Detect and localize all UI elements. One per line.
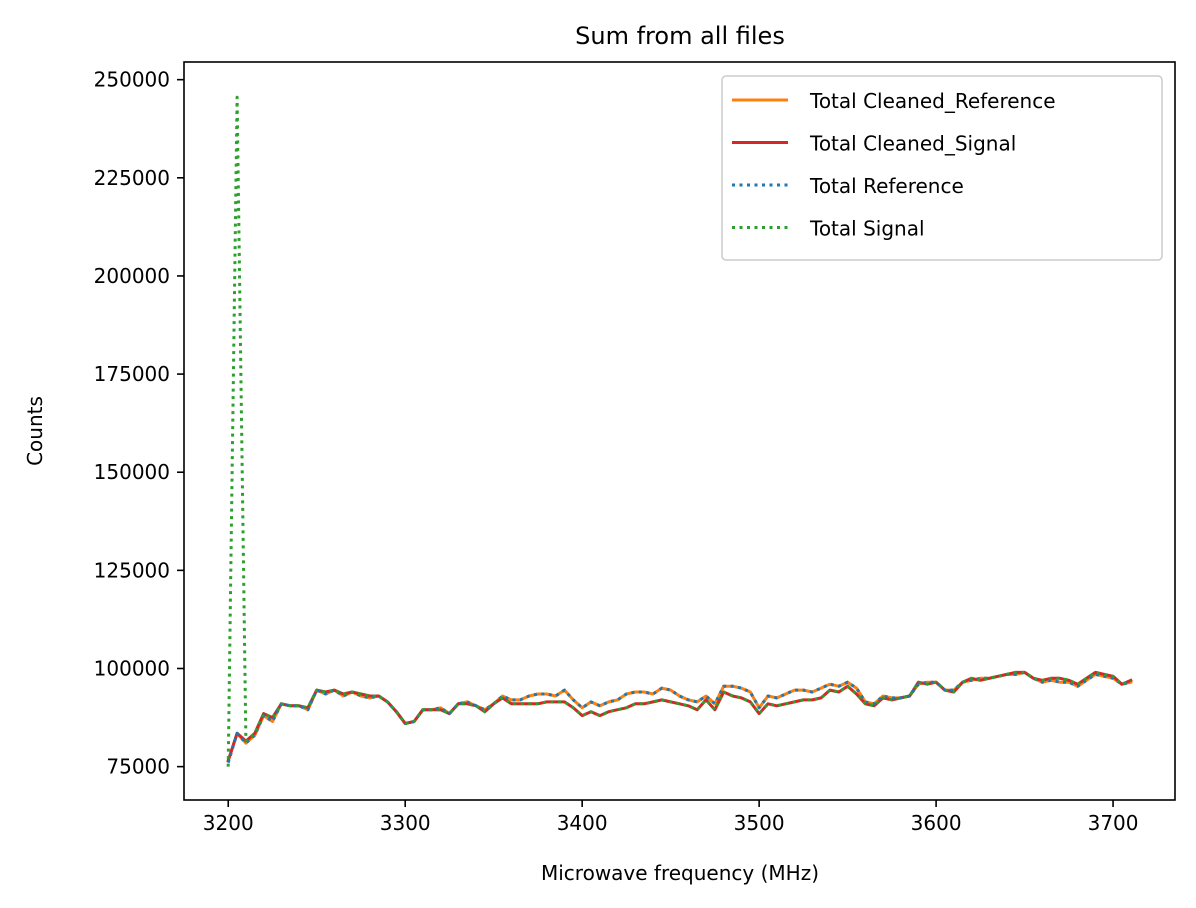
x-tick-label: 3400 <box>557 811 608 835</box>
x-axis-label: Microwave frequency (MHz) <box>541 861 819 885</box>
y-tick-label: 225000 <box>94 166 170 190</box>
legend-label-2: Total Cleaned_Signal <box>809 132 1016 156</box>
x-tick-label: 3600 <box>911 811 962 835</box>
legend: Total Cleaned_Reference Total Cleaned_Sig… <box>721 75 1163 261</box>
chart-title: Sum from all files <box>575 22 785 50</box>
plot-area <box>226 95 1133 767</box>
legend-label-3: Total Reference <box>809 174 964 198</box>
y-tick-label: 100000 <box>94 656 170 680</box>
axis-ticks: 3200 3300 3400 3500 3600 3700 75000 100000 12500… <box>94 68 1139 835</box>
x-tick-label: 3300 <box>380 811 431 835</box>
x-tick-label: 3200 <box>203 811 254 835</box>
x-tick-label: 3700 <box>1088 811 1139 835</box>
legend-box <box>721 75 1163 261</box>
y-tick-label: 125000 <box>94 558 170 582</box>
legend-label-4: Total Signal <box>809 217 925 241</box>
y-tick-label: 175000 <box>94 362 170 386</box>
legend-label-1: Total Cleaned_Reference <box>809 89 1056 113</box>
y-axis-label: Counts <box>23 396 47 466</box>
y-tick-label: 150000 <box>94 460 170 484</box>
series-line-2 <box>226 670 1133 763</box>
y-tick-label: 75000 <box>106 755 170 779</box>
x-tick-label: 3500 <box>734 811 785 835</box>
y-tick-label: 200000 <box>94 264 170 288</box>
axes-frame <box>183 61 1176 801</box>
y-tick-label: 250000 <box>94 68 170 92</box>
